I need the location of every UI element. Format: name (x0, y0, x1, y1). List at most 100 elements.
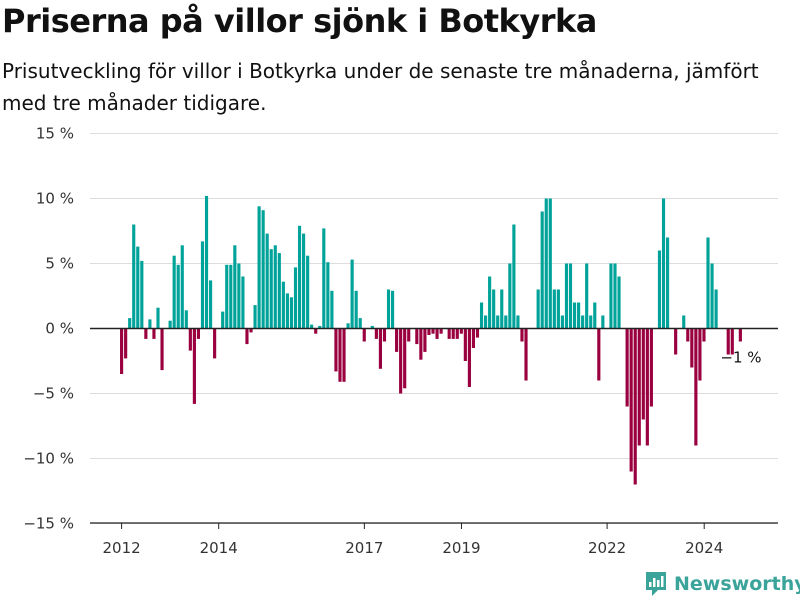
bar (686, 328, 690, 342)
bar (645, 328, 649, 446)
y-tick-label: 0 % (45, 320, 74, 338)
bar (617, 276, 621, 329)
bar (229, 264, 233, 329)
bar (382, 328, 387, 342)
bar (427, 328, 431, 335)
bar (140, 260, 144, 329)
bar (188, 328, 192, 351)
bar (544, 198, 548, 329)
bar (516, 315, 520, 329)
bar (597, 328, 601, 381)
bar (342, 328, 346, 382)
bar (386, 289, 391, 329)
bar (471, 328, 476, 348)
bar (120, 328, 124, 374)
bar (378, 328, 382, 369)
bar (548, 198, 552, 329)
bar (556, 289, 560, 329)
bar (306, 255, 310, 329)
bar (467, 328, 471, 387)
bar (540, 211, 544, 329)
bar (302, 233, 306, 329)
bar (269, 249, 273, 329)
y-tick-label: 5 % (45, 255, 74, 273)
bar (237, 263, 241, 329)
bar (273, 245, 277, 329)
bar (180, 245, 184, 329)
bar (374, 328, 378, 339)
bar (479, 302, 484, 329)
y-tick-label: −10 % (23, 450, 74, 468)
bar (407, 328, 411, 342)
bar (395, 328, 399, 352)
bar (625, 328, 629, 407)
bar (176, 264, 180, 329)
bar (492, 289, 496, 329)
bar (564, 263, 569, 329)
bar (572, 302, 577, 329)
bar (265, 233, 269, 329)
bar (334, 328, 338, 372)
bar (136, 246, 140, 329)
x-tick-label: 2014 (200, 539, 238, 557)
bar (330, 290, 334, 329)
bar (297, 225, 302, 329)
chart-title: Priserna på villor sjönk i Botkyrka (2, 2, 597, 40)
bar (399, 328, 403, 394)
bar (200, 241, 205, 329)
bar (649, 328, 653, 407)
bar (346, 323, 350, 329)
bar (682, 315, 686, 329)
bar (221, 311, 225, 329)
bar (310, 324, 314, 329)
bar (423, 328, 427, 352)
chart-subtitle: Prisutveckling för villor i Botkyrka und… (2, 59, 759, 115)
bar (281, 281, 285, 329)
bar (233, 245, 237, 329)
bar (665, 237, 670, 329)
bar (156, 307, 160, 329)
bar (488, 276, 492, 329)
bar (738, 328, 742, 342)
bar (484, 315, 488, 329)
x-tick-label: 2024 (685, 539, 723, 557)
bar (508, 263, 512, 329)
bar (293, 267, 298, 329)
brand-logo: Newsworthy (644, 570, 800, 598)
bar (144, 328, 148, 339)
end-value-label: −1 % (720, 348, 761, 366)
bar (585, 263, 589, 329)
bar (132, 224, 136, 329)
bar (512, 224, 516, 329)
bar (581, 315, 585, 329)
bar (661, 198, 666, 329)
bar (589, 315, 593, 329)
bar (702, 328, 706, 342)
bar (209, 280, 213, 329)
bar (213, 328, 217, 359)
newsworthy-logo-icon (646, 572, 666, 596)
bar (690, 328, 694, 368)
bar (245, 328, 249, 345)
bar (148, 319, 152, 329)
bar (358, 318, 362, 329)
y-axis-ticks: −15 % −10 % −5 % 0 % 5 % 10 % 15 % (23, 125, 74, 533)
bar (552, 289, 556, 329)
bar (710, 263, 714, 329)
bar (459, 328, 463, 334)
bar (172, 255, 176, 329)
bar (124, 328, 128, 359)
bar (455, 328, 459, 339)
bar (322, 228, 326, 329)
bar (439, 328, 443, 334)
bar (289, 297, 294, 329)
bar (520, 328, 524, 342)
bar (152, 328, 156, 339)
bar (463, 328, 467, 361)
bar (415, 328, 419, 345)
bar (694, 328, 698, 446)
bar (241, 276, 245, 329)
x-tick-label: 2012 (103, 539, 141, 557)
bar (318, 325, 322, 329)
